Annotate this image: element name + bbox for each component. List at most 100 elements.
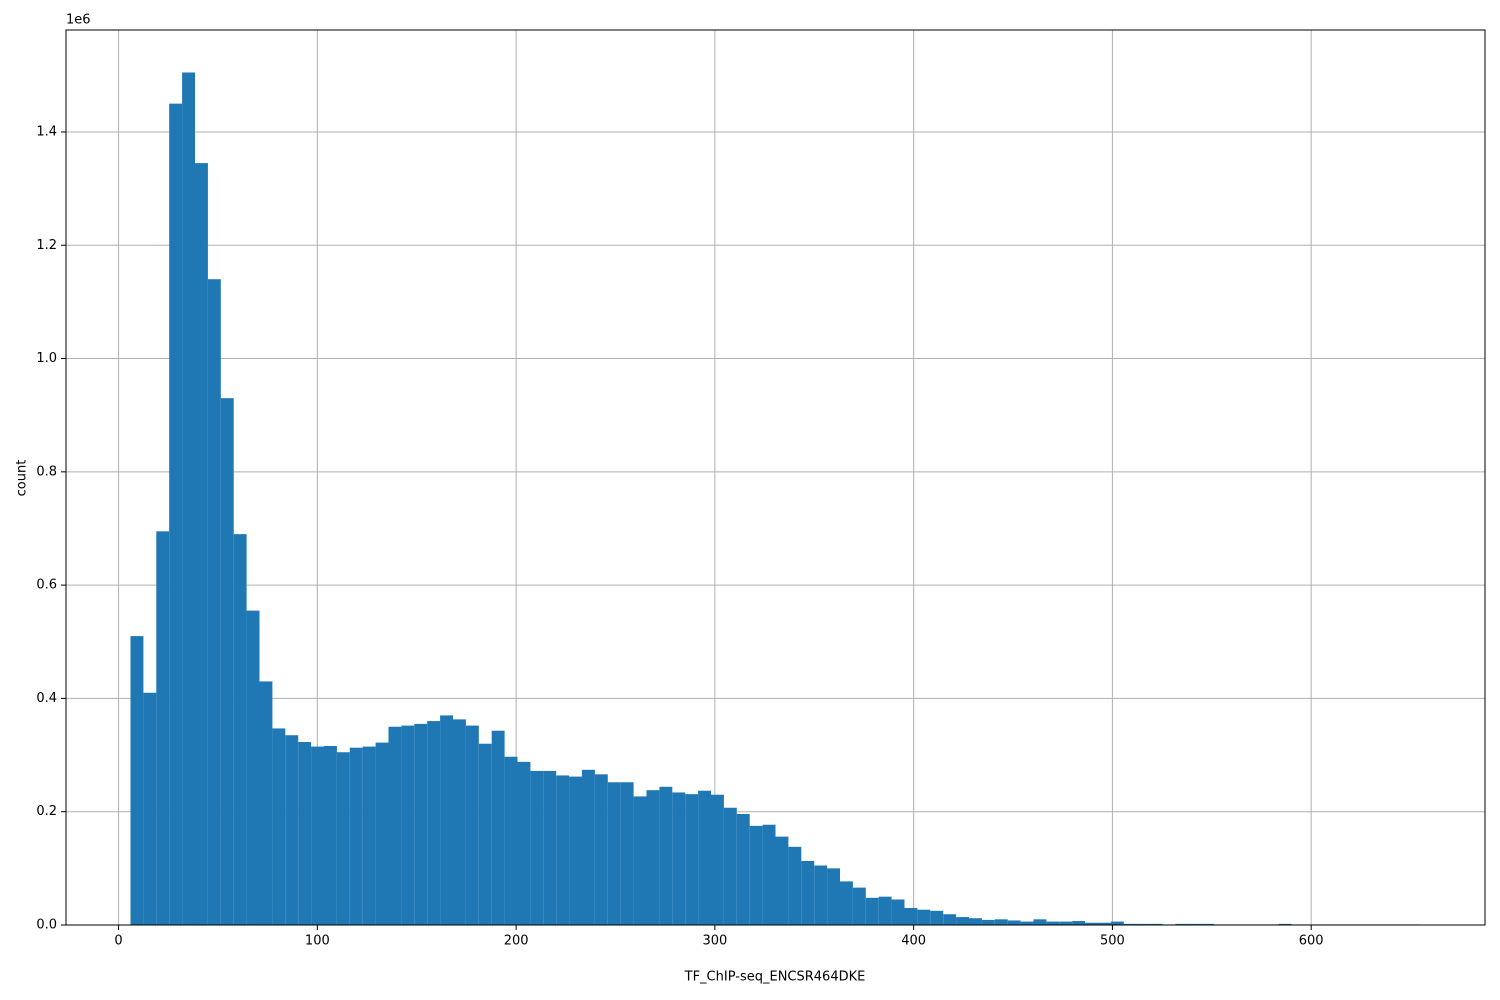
bar	[1110, 921, 1124, 925]
y-tick-label: 0.2	[36, 804, 57, 819]
bar	[891, 899, 905, 925]
bar	[620, 782, 634, 925]
bar	[1201, 923, 1215, 925]
bar	[749, 825, 763, 925]
bar	[233, 534, 247, 925]
bar	[1085, 922, 1098, 925]
y-tick-label: 0.8	[36, 464, 57, 479]
bar	[440, 715, 453, 925]
bar	[401, 725, 415, 925]
bar	[336, 752, 350, 925]
bar	[762, 824, 776, 925]
bar	[659, 786, 673, 925]
bar	[298, 742, 312, 925]
bar	[672, 792, 686, 925]
bar	[220, 398, 234, 926]
bar	[827, 868, 840, 925]
bar	[311, 746, 324, 925]
bar	[259, 681, 273, 925]
bar	[1098, 922, 1111, 925]
y-tick-label: 0.6	[36, 578, 57, 593]
bar	[646, 790, 660, 925]
bar	[143, 692, 157, 925]
bar	[788, 846, 802, 925]
bar	[736, 813, 750, 925]
bar	[711, 794, 724, 925]
bar	[388, 726, 402, 925]
plot-frame	[65, 29, 1486, 926]
bar	[698, 790, 711, 925]
bar	[556, 775, 570, 925]
x-tick-label: 500	[1100, 934, 1125, 949]
bar	[1007, 920, 1021, 925]
y-offset-label: 1e6	[66, 13, 91, 28]
x-tick-label: 400	[901, 934, 926, 949]
bar	[1149, 923, 1163, 925]
x-tick-label: 600	[1299, 934, 1324, 949]
x-tick-label: 200	[504, 934, 529, 949]
bar	[246, 610, 260, 925]
bar	[207, 279, 221, 926]
bar	[1278, 923, 1292, 925]
bar	[453, 719, 466, 925]
bar	[517, 761, 531, 925]
bar	[607, 782, 621, 925]
bar	[530, 770, 544, 925]
bar	[685, 794, 699, 925]
bar	[723, 807, 737, 925]
bar	[969, 918, 982, 925]
bar	[981, 919, 995, 925]
bar	[130, 636, 144, 925]
bar	[543, 770, 557, 925]
bar	[865, 897, 879, 925]
bar	[801, 860, 815, 925]
y-axis-label: count	[15, 460, 30, 497]
bar	[878, 896, 892, 925]
y-tick-label: 1.4	[36, 124, 57, 139]
bar	[814, 865, 828, 925]
bar	[285, 735, 299, 925]
y-tick-label: 0.4	[36, 691, 57, 706]
bar	[633, 796, 647, 925]
x-tick-label: 300	[702, 934, 727, 949]
bar	[1059, 921, 1073, 925]
x-axis-label: TF_ChIP-seq_ENCSR464DKE	[684, 970, 866, 985]
bar	[594, 774, 608, 925]
bar	[465, 725, 479, 925]
bar	[156, 531, 170, 925]
y-tick-label: 1.0	[36, 351, 57, 366]
bar	[1188, 923, 1202, 925]
bar	[930, 910, 944, 925]
bar	[349, 747, 363, 925]
bar	[775, 836, 789, 925]
bar	[414, 723, 428, 925]
bar	[852, 887, 866, 925]
bar	[1072, 921, 1086, 925]
x-tick-label: 0	[114, 934, 122, 949]
y-tick-label: 0.0	[36, 918, 57, 933]
bar	[904, 908, 918, 925]
bar	[491, 730, 505, 925]
bar	[478, 743, 492, 925]
bar	[956, 917, 969, 925]
bar	[1020, 921, 1034, 925]
bar	[169, 103, 183, 926]
bar	[272, 728, 286, 925]
bar	[362, 746, 376, 925]
bar	[994, 919, 1008, 925]
bar	[840, 881, 853, 925]
bar	[1175, 923, 1189, 925]
bar	[917, 909, 931, 925]
bar	[427, 721, 441, 925]
x-tick-label: 100	[305, 934, 330, 949]
bar	[1136, 923, 1150, 925]
bar	[569, 776, 582, 925]
bar	[324, 746, 337, 925]
bar	[943, 914, 957, 925]
bar	[1123, 923, 1137, 925]
bar	[375, 742, 389, 925]
bar	[1046, 921, 1060, 925]
y-tick-label: 1.2	[36, 238, 57, 253]
bar	[1033, 919, 1047, 925]
